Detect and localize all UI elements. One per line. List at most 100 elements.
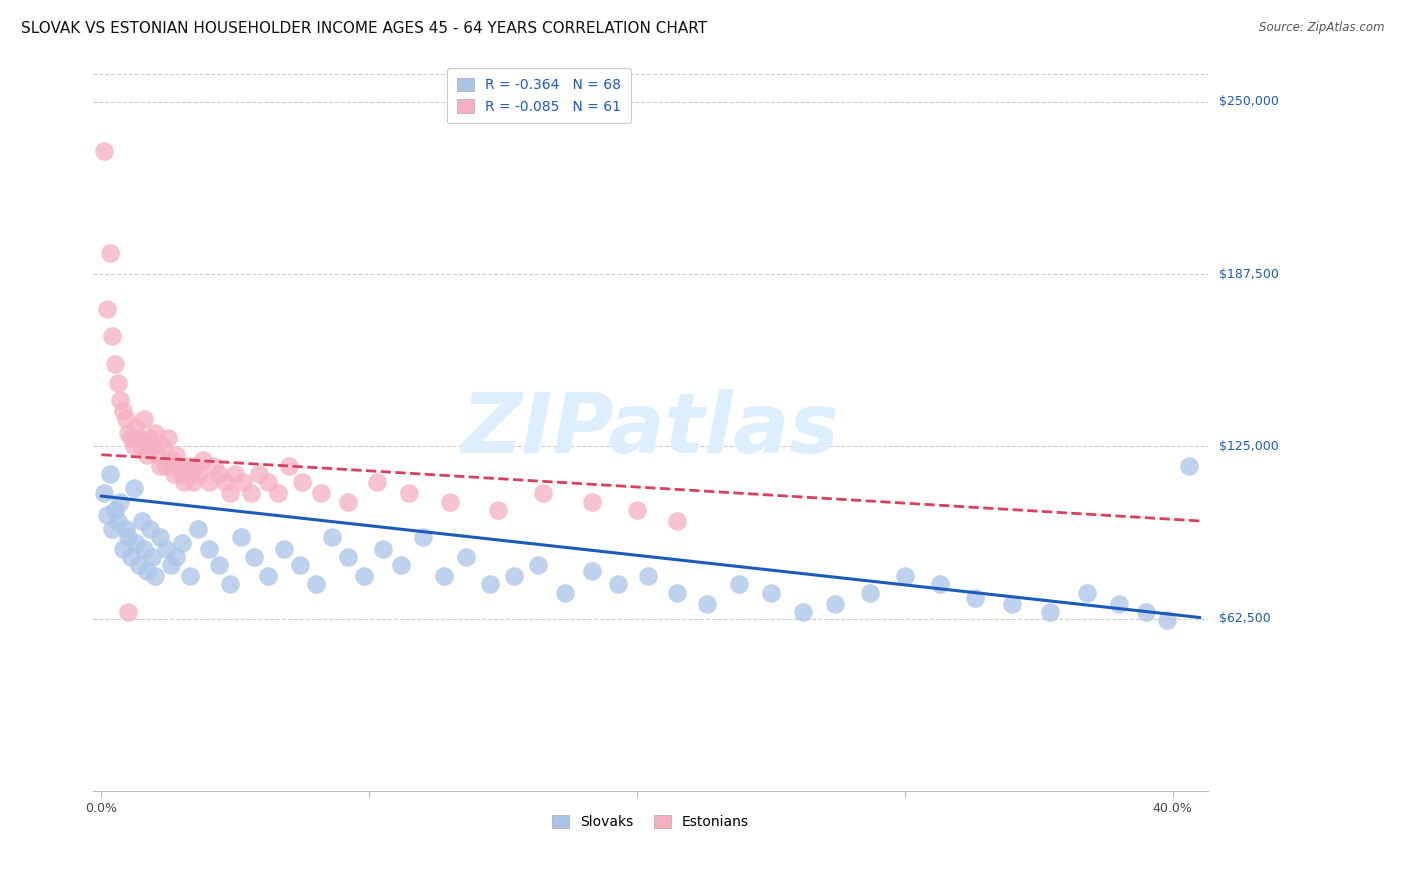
Point bbox=[963, 591, 986, 606]
Point bbox=[581, 564, 603, 578]
Text: $250,000: $250,000 bbox=[1219, 95, 1278, 108]
Point bbox=[336, 494, 359, 508]
Point bbox=[366, 475, 388, 490]
Point bbox=[96, 508, 118, 523]
Point bbox=[120, 549, 142, 564]
Point bbox=[93, 486, 115, 500]
Text: Source: ZipAtlas.com: Source: ZipAtlas.com bbox=[1260, 21, 1385, 34]
Point bbox=[1178, 458, 1201, 473]
Point bbox=[1108, 597, 1130, 611]
Point bbox=[1135, 605, 1157, 619]
Point bbox=[1076, 585, 1098, 599]
Point bbox=[134, 541, 156, 556]
Point bbox=[149, 458, 172, 473]
Point bbox=[894, 569, 917, 583]
Point bbox=[110, 494, 132, 508]
Point bbox=[152, 439, 174, 453]
Point bbox=[256, 475, 278, 490]
Point bbox=[214, 475, 236, 490]
Point bbox=[96, 301, 118, 316]
Point bbox=[581, 494, 603, 508]
Point bbox=[155, 541, 177, 556]
Point bbox=[371, 541, 394, 556]
Text: SLOVAK VS ESTONIAN HOUSEHOLDER INCOME AGES 45 - 64 YEARS CORRELATION CHART: SLOVAK VS ESTONIAN HOUSEHOLDER INCOME AG… bbox=[21, 21, 707, 36]
Point bbox=[433, 569, 456, 583]
Text: $187,500: $187,500 bbox=[1219, 268, 1278, 280]
Point bbox=[503, 569, 526, 583]
Point bbox=[179, 467, 201, 481]
Point bbox=[197, 541, 219, 556]
Point bbox=[107, 376, 129, 390]
Point bbox=[1001, 597, 1024, 611]
Point bbox=[111, 403, 134, 417]
Point bbox=[187, 467, 209, 481]
Point bbox=[107, 514, 129, 528]
Point bbox=[1038, 605, 1060, 619]
Point bbox=[193, 453, 215, 467]
Point bbox=[486, 503, 509, 517]
Point bbox=[143, 569, 166, 583]
Point bbox=[229, 531, 252, 545]
Point bbox=[93, 145, 115, 159]
Point bbox=[184, 458, 207, 473]
Point bbox=[134, 412, 156, 426]
Point bbox=[219, 577, 242, 591]
Point bbox=[157, 431, 180, 445]
Point bbox=[321, 531, 343, 545]
Point bbox=[232, 475, 254, 490]
Point bbox=[136, 564, 159, 578]
Point bbox=[728, 577, 751, 591]
Point bbox=[143, 425, 166, 440]
Point bbox=[128, 431, 150, 445]
Point bbox=[167, 458, 190, 473]
Point bbox=[110, 392, 132, 407]
Point bbox=[224, 467, 246, 481]
Point bbox=[141, 439, 163, 453]
Point bbox=[114, 412, 136, 426]
Text: $125,000: $125,000 bbox=[1219, 440, 1278, 453]
Point bbox=[859, 585, 882, 599]
Point bbox=[928, 577, 950, 591]
Point bbox=[141, 549, 163, 564]
Point bbox=[179, 569, 201, 583]
Point bbox=[117, 425, 139, 440]
Point bbox=[554, 585, 576, 599]
Point bbox=[824, 597, 846, 611]
Point bbox=[666, 585, 689, 599]
Point bbox=[131, 514, 153, 528]
Point bbox=[187, 522, 209, 536]
Point bbox=[256, 569, 278, 583]
Point bbox=[166, 448, 188, 462]
Point bbox=[122, 481, 145, 495]
Point bbox=[128, 558, 150, 572]
Point bbox=[273, 541, 295, 556]
Text: ZIPatlas: ZIPatlas bbox=[461, 390, 839, 470]
Point bbox=[149, 531, 172, 545]
Point bbox=[637, 569, 659, 583]
Point bbox=[626, 503, 648, 517]
Point bbox=[166, 549, 188, 564]
Point bbox=[173, 475, 195, 490]
Point bbox=[117, 531, 139, 545]
Point bbox=[305, 577, 328, 591]
Point bbox=[454, 549, 477, 564]
Point bbox=[696, 597, 718, 611]
Point bbox=[412, 531, 434, 545]
Point bbox=[101, 329, 124, 343]
Point bbox=[666, 514, 689, 528]
Point bbox=[125, 420, 148, 434]
Point bbox=[202, 458, 225, 473]
Point bbox=[170, 536, 193, 550]
Point bbox=[131, 439, 153, 453]
Point bbox=[208, 558, 231, 572]
Point bbox=[122, 439, 145, 453]
Point bbox=[138, 431, 160, 445]
Point bbox=[114, 522, 136, 536]
Point bbox=[219, 486, 242, 500]
Point bbox=[146, 448, 169, 462]
Point bbox=[391, 558, 413, 572]
Point bbox=[249, 467, 271, 481]
Legend: Slovaks, Estonians: Slovaks, Estonians bbox=[547, 809, 755, 835]
Point bbox=[527, 558, 550, 572]
Point bbox=[398, 486, 420, 500]
